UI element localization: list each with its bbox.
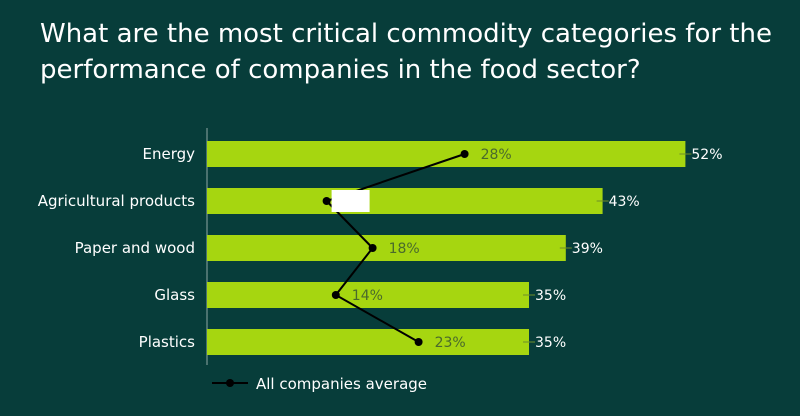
average-label-box: [331, 190, 370, 212]
category-label: Glass: [154, 286, 195, 304]
average-point: [368, 244, 377, 252]
category-label: Agricultural products: [38, 192, 195, 210]
chart-title: What are the most critical commodity cat…: [40, 19, 772, 85]
bar: [207, 282, 529, 308]
bar-value-label: 35%: [535, 288, 566, 304]
average-value-label: 13%: [335, 194, 366, 210]
average-point: [331, 291, 340, 299]
average-value-label: 18%: [389, 241, 420, 257]
legend: All companies average: [212, 375, 427, 393]
bar-value-label: 35%: [535, 335, 566, 351]
bar-value-label: 39%: [572, 241, 603, 257]
average-value-label: 23%: [435, 335, 466, 351]
bar: [207, 329, 529, 355]
average-point: [322, 197, 331, 205]
average-value-label: 28%: [481, 147, 512, 163]
category-label: Plastics: [139, 333, 196, 351]
category-label: Paper and wood: [75, 239, 195, 257]
bar: [207, 141, 686, 167]
bar: [207, 188, 603, 214]
legend-marker: [226, 379, 234, 387]
average-value-label: 14%: [352, 288, 383, 304]
category-label: Energy: [142, 145, 195, 163]
average-point: [414, 338, 423, 346]
average-point: [460, 150, 469, 158]
legend-label: All companies average: [256, 375, 427, 393]
bar: [207, 235, 566, 261]
bar-value-label: 43%: [609, 194, 640, 210]
bar-value-label: 52%: [691, 147, 722, 163]
